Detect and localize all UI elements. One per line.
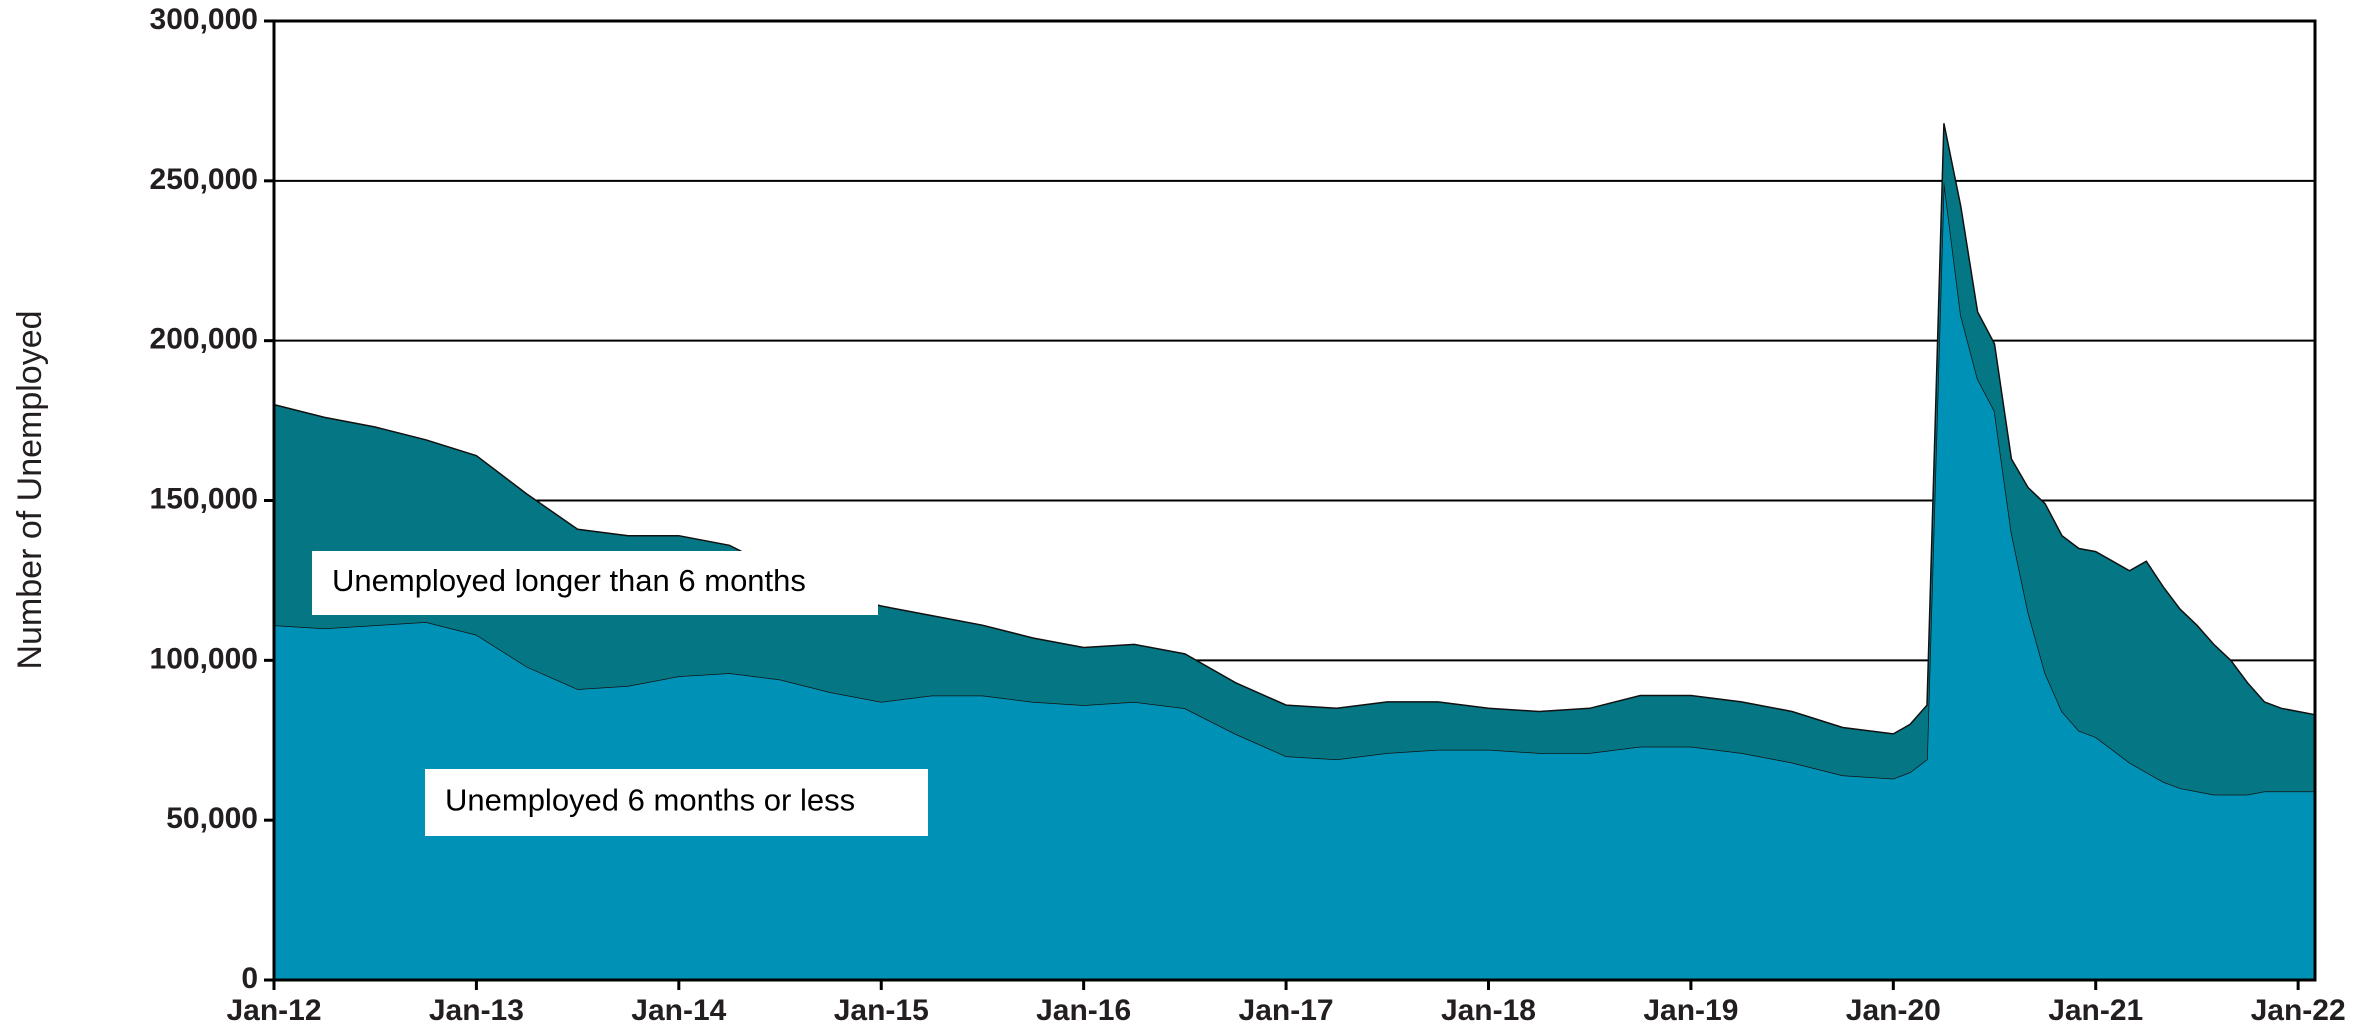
y-tick-label: 0 — [241, 962, 258, 995]
x-tick-label: Jan-17 — [1239, 994, 1334, 1027]
x-tick-label: Jan-19 — [1643, 994, 1738, 1027]
area — [274, 123, 2315, 795]
x-tick-label: Jan-22 — [2251, 994, 2346, 1027]
x-tick-label: Jan-13 — [429, 994, 524, 1027]
y-tick-label: 100,000 — [150, 642, 258, 675]
y-tick-label: 200,000 — [150, 323, 258, 356]
y-tick-label: 50,000 — [166, 802, 258, 835]
x-tick-label: Jan-14 — [631, 994, 726, 1027]
y-tick-label: 150,000 — [150, 482, 258, 515]
x-tick-label: Jan-15 — [834, 994, 929, 1027]
y-tick-label: 250,000 — [150, 163, 258, 196]
legend-box — [312, 551, 878, 615]
legend-label: Unemployed 6 months or less — [445, 783, 855, 818]
legend-box — [425, 769, 928, 836]
legend-label: Unemployed longer than 6 months — [332, 563, 806, 598]
y-axis-title: Number of Unemployed — [11, 310, 49, 669]
x-tick-label: Jan-21 — [2048, 994, 2143, 1027]
x-tick-label: Jan-20 — [1846, 994, 1941, 1027]
y-tick-label: 300,000 — [150, 3, 258, 36]
x-tick-label: Jan-18 — [1441, 994, 1536, 1027]
x-tick-label: Jan-12 — [226, 994, 321, 1027]
x-tick-label: Jan-16 — [1036, 994, 1131, 1027]
